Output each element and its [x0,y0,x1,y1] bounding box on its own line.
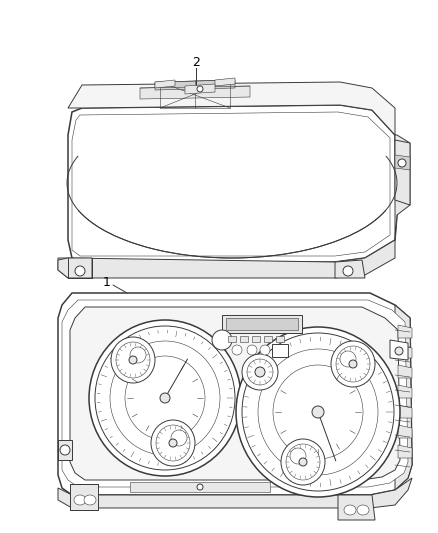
Ellipse shape [273,365,363,459]
Polygon shape [395,305,412,490]
Polygon shape [215,78,235,86]
Polygon shape [68,82,395,135]
Ellipse shape [247,359,273,385]
Polygon shape [252,336,260,342]
Polygon shape [58,440,72,460]
Ellipse shape [197,86,203,92]
Ellipse shape [242,333,394,491]
Ellipse shape [236,327,400,497]
Polygon shape [222,315,302,333]
Ellipse shape [111,337,155,383]
Polygon shape [398,445,412,458]
Ellipse shape [197,484,203,490]
Polygon shape [140,86,250,99]
Ellipse shape [247,345,257,355]
Ellipse shape [290,448,306,464]
Polygon shape [155,80,175,88]
Ellipse shape [171,430,187,446]
Polygon shape [58,478,412,508]
Ellipse shape [110,341,220,455]
Ellipse shape [95,326,235,470]
Text: 2: 2 [192,55,200,69]
Polygon shape [398,365,412,378]
Ellipse shape [84,495,96,505]
Ellipse shape [281,439,325,485]
Polygon shape [72,112,390,256]
Polygon shape [272,344,288,357]
Polygon shape [185,84,215,94]
Polygon shape [335,260,365,278]
Polygon shape [398,325,412,338]
Ellipse shape [357,505,369,515]
Polygon shape [228,336,236,342]
Polygon shape [395,155,410,170]
Polygon shape [398,425,412,438]
Polygon shape [68,105,397,262]
Polygon shape [62,300,408,487]
Ellipse shape [312,406,324,418]
Ellipse shape [242,354,278,390]
Polygon shape [276,336,284,342]
Ellipse shape [260,345,270,355]
Polygon shape [70,307,400,480]
Text: 1: 1 [103,276,111,288]
Ellipse shape [169,439,177,447]
Ellipse shape [336,346,370,382]
Ellipse shape [75,266,85,276]
Ellipse shape [129,356,137,364]
Ellipse shape [343,266,353,276]
Polygon shape [338,495,375,520]
Ellipse shape [232,345,242,355]
Polygon shape [395,140,410,205]
Polygon shape [398,385,412,398]
Polygon shape [398,345,412,358]
Ellipse shape [286,444,320,480]
Polygon shape [398,405,412,418]
Ellipse shape [395,347,403,355]
Ellipse shape [349,360,357,368]
Ellipse shape [156,425,190,461]
Ellipse shape [116,342,150,378]
Ellipse shape [258,349,378,475]
Ellipse shape [299,458,307,466]
Polygon shape [390,340,408,360]
Ellipse shape [398,159,406,167]
Ellipse shape [212,330,232,350]
Polygon shape [70,484,98,510]
Ellipse shape [160,393,170,403]
Ellipse shape [331,341,375,387]
Polygon shape [58,293,412,495]
Ellipse shape [130,347,146,363]
Polygon shape [58,240,395,278]
Ellipse shape [151,420,195,466]
Polygon shape [58,258,92,278]
Polygon shape [240,336,248,342]
Ellipse shape [89,320,241,476]
Ellipse shape [74,495,86,505]
Polygon shape [226,318,298,330]
Ellipse shape [340,351,356,367]
Ellipse shape [344,505,356,515]
Ellipse shape [125,356,205,440]
Polygon shape [395,135,410,240]
Polygon shape [130,482,270,492]
Polygon shape [155,80,235,90]
Polygon shape [264,336,272,342]
Ellipse shape [60,445,70,455]
Ellipse shape [255,367,265,377]
